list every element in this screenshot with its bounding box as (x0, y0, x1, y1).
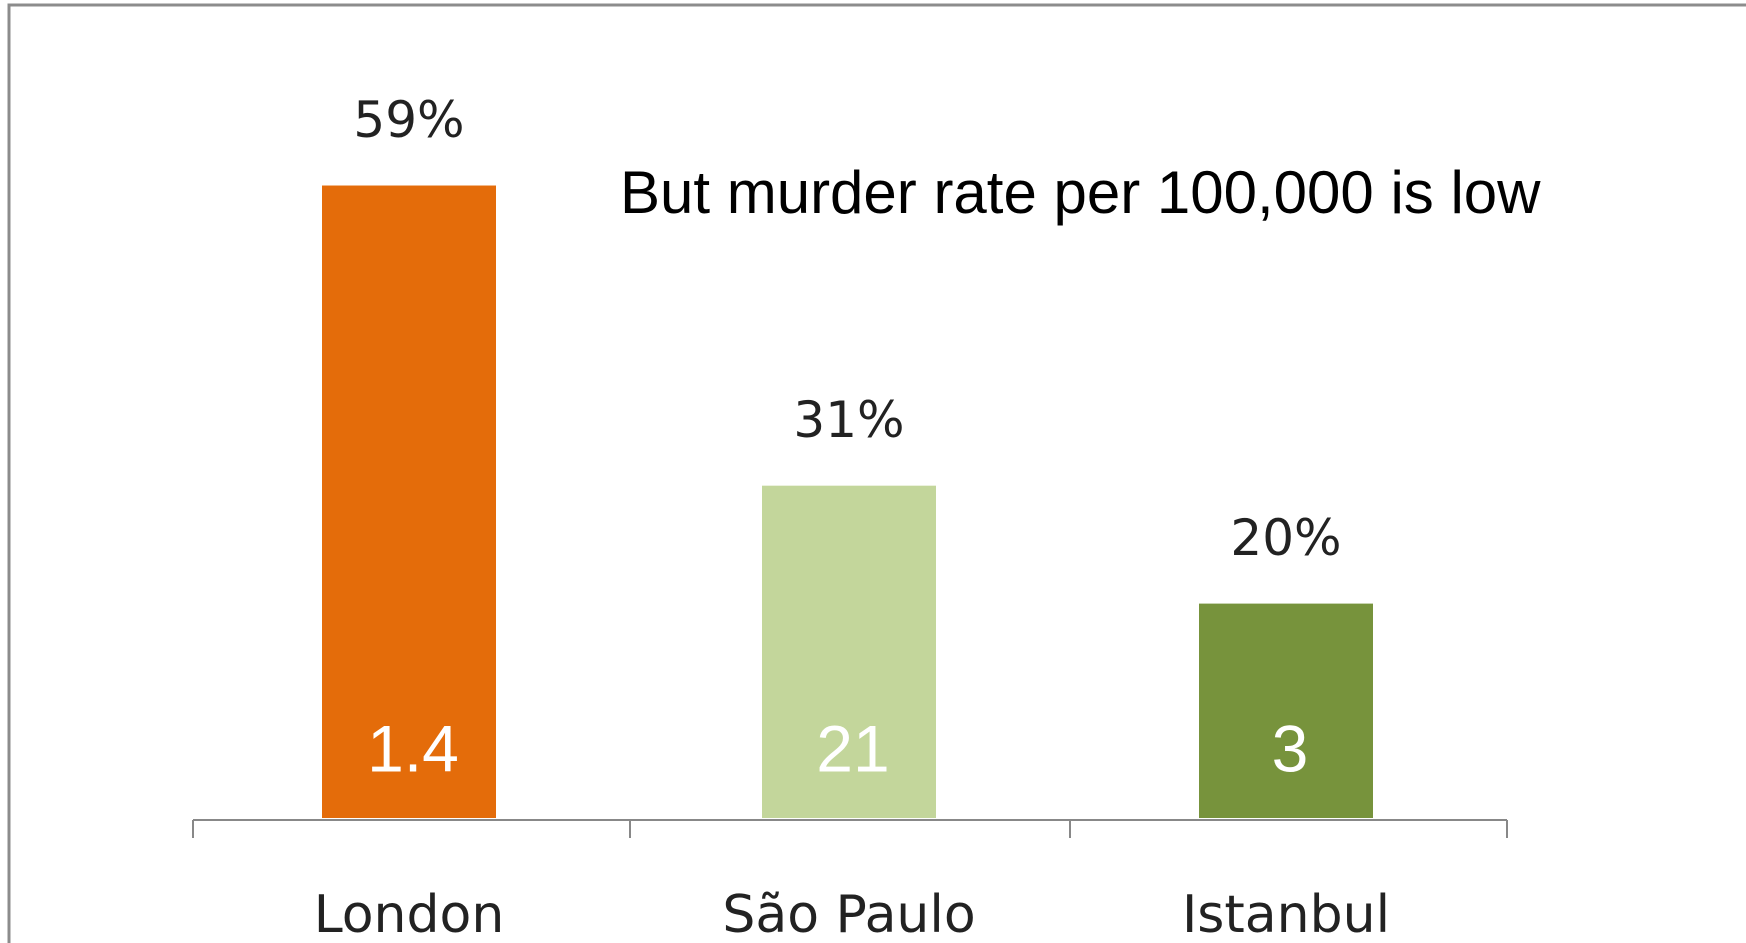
value-label: 31% (793, 391, 904, 449)
annotation: But murder rate per 100,000 is low (620, 159, 1541, 226)
value-label: 59% (353, 91, 464, 149)
value-label: 20% (1230, 509, 1341, 567)
bar (762, 485, 936, 818)
bar (1199, 603, 1373, 818)
x-tick-label: Istanbul (1182, 885, 1390, 943)
frame (7, 3, 1746, 943)
bar (322, 185, 496, 818)
x-tick-label: London (314, 885, 505, 943)
murder-rate-label: 21 (816, 711, 889, 785)
x-tick-label: São Paulo (722, 885, 975, 943)
murder-rate-label: 1.4 (367, 711, 459, 785)
murder-rate-label: 3 (1272, 711, 1309, 785)
